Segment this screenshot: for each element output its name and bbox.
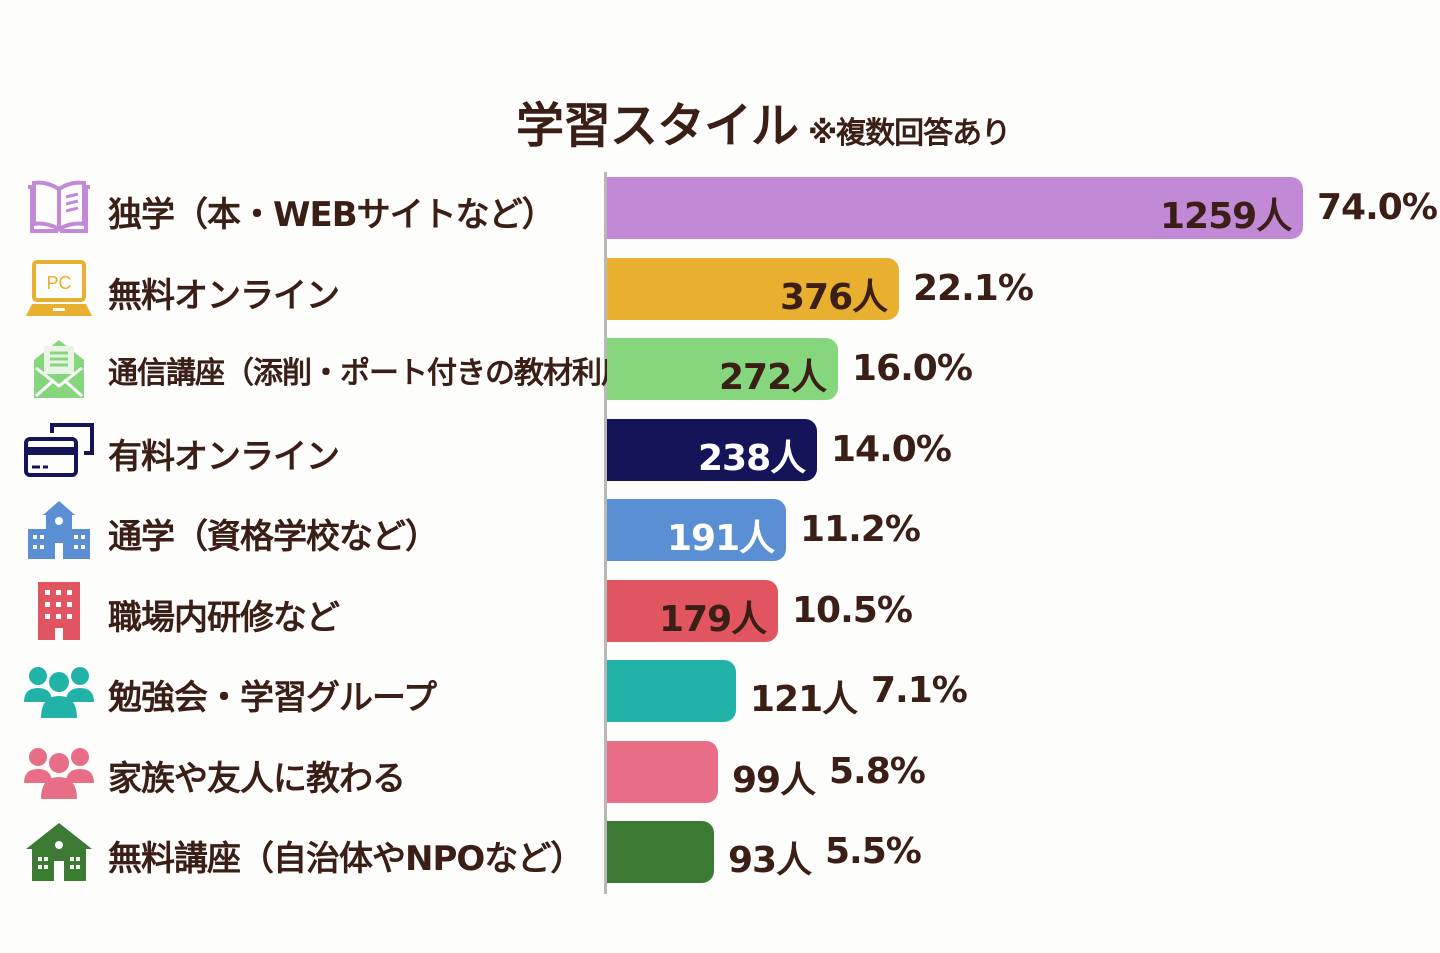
bar-row-6: 職場内研修など 179人 10.5% <box>0 579 1440 642</box>
percent-label: 11.2% <box>800 509 921 550</box>
house-icon <box>24 823 94 881</box>
percent-label: 10.5% <box>792 589 913 631</box>
percent-label: 14.0% <box>831 428 952 470</box>
bar-row-3: 通信講座（添削・ポート付きの教材利用） 272人 16.0% <box>0 338 1440 400</box>
book-icon <box>24 179 94 237</box>
category-label: 無料講座（自治体やNPOなど） <box>108 839 584 879</box>
count-label: 238人 <box>698 437 806 479</box>
bar-row-2: PC 無料オンライン 376人 22.1% <box>0 257 1440 320</box>
count-label: 1259人 <box>1160 196 1292 237</box>
category-label: 職場内研修など <box>108 597 340 638</box>
bar-row-8: 家族や友人に教わる 99人 5.8% <box>0 740 1440 803</box>
bar <box>607 177 1303 239</box>
bar <box>607 499 786 561</box>
bar <box>607 821 714 883</box>
count-label: 93人 <box>728 840 812 881</box>
count-label: 121人 <box>750 679 858 720</box>
count-label: 376人 <box>780 276 888 318</box>
bar <box>607 418 817 481</box>
bar <box>607 338 838 400</box>
bar-row-4: 有料オンライン 238人 14.0% <box>0 418 1440 481</box>
bar <box>607 740 718 803</box>
category-label: 有料オンライン <box>108 436 340 477</box>
bar-row-9: 無料講座（自治体やNPOなど） 93人 5.5% <box>0 821 1440 883</box>
category-label: 独学（本・WEBサイトなど） <box>108 195 556 235</box>
chart-title-wrap: 学習スタイル ※複数回答あり <box>510 86 1011 158</box>
group-icon <box>24 662 94 720</box>
category-label: 無料オンライン <box>108 275 340 316</box>
chart-subtitle: ※複数回答あり <box>808 116 1011 151</box>
credit-card-screen-icon <box>24 421 94 479</box>
category-label: 勉強会・学習グループ <box>108 678 437 718</box>
envelope-letter-icon <box>24 340 94 398</box>
category-label: 家族や友人に教わる <box>108 758 406 799</box>
school-building-icon <box>24 501 94 559</box>
bar <box>607 257 899 320</box>
percent-label: 5.8% <box>829 750 926 792</box>
percent-label: 74.0% <box>1317 187 1438 228</box>
category-label: 通学（資格学校など） <box>108 517 439 557</box>
family-icon <box>24 743 94 801</box>
bar <box>607 660 736 722</box>
count-label: 179人 <box>659 598 767 640</box>
bar-row-5: 通学（資格学校など） 191人 11.2% <box>0 499 1440 561</box>
percent-label: 7.1% <box>871 670 968 711</box>
bar-row-1: 独学（本・WEBサイトなど） 1259人 74.0% <box>0 177 1440 239</box>
bar <box>607 579 778 642</box>
category-label: 通信講座（添削・ポート付きの教材利用） <box>108 356 660 391</box>
laptop-pc-icon: PC <box>24 259 94 318</box>
percent-label: 5.5% <box>825 831 922 872</box>
bar-row-7: 勉強会・学習グループ 121人 7.1% <box>0 660 1440 722</box>
count-label: 191人 <box>667 518 775 559</box>
chart-title: 学習スタイル <box>510 86 805 158</box>
office-building-icon <box>24 581 94 640</box>
percent-label: 22.1% <box>913 267 1034 309</box>
count-label: 272人 <box>719 357 827 398</box>
svg-text:PC: PC <box>46 273 71 293</box>
percent-label: 16.0% <box>852 348 973 389</box>
count-label: 99人 <box>732 759 816 801</box>
y-axis-line <box>604 172 607 894</box>
